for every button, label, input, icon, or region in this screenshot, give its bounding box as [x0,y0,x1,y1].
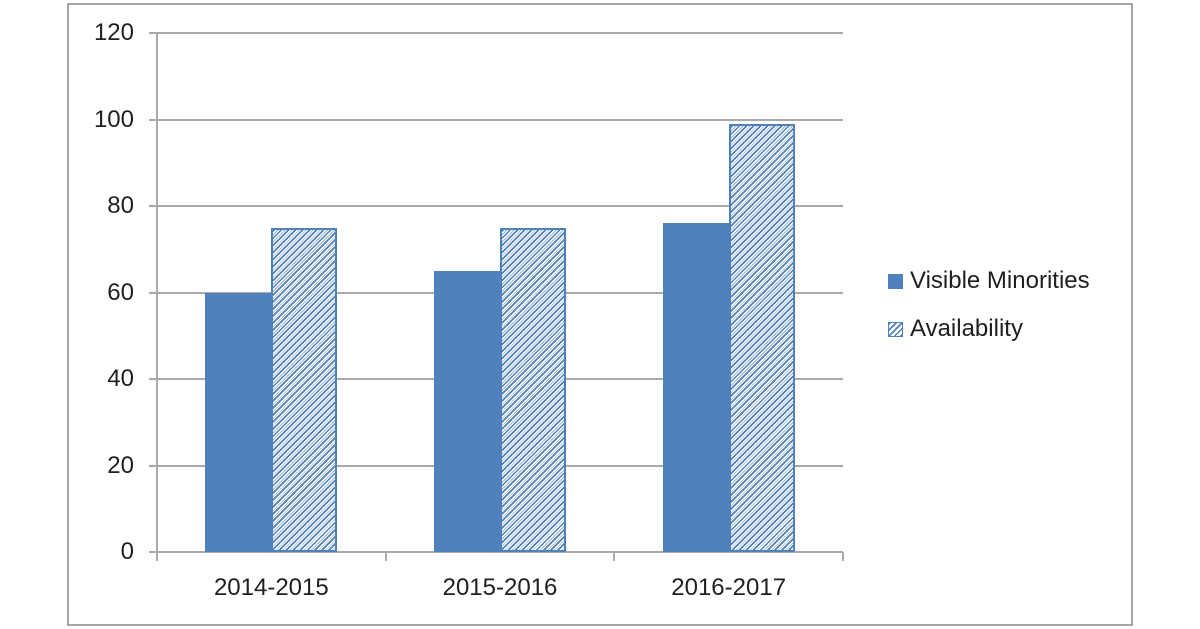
solid-square-icon [888,273,903,289]
y-axis-line [156,33,158,561]
y-axis-label-40: 40 [107,365,134,392]
bar-availability-2016-2017 [728,123,795,552]
y-tick-40 [149,378,158,380]
bar-visible-minorities-2014-2015 [205,292,272,552]
x-axis-line [157,551,843,553]
gridline-80 [157,205,843,207]
hatched-square-icon [888,321,903,337]
y-tick-60 [149,291,158,294]
y-axis-label-60: 60 [107,278,134,306]
legend-item-visible-minorities: Visible Minorities [888,267,1090,295]
y-axis-label-20: 20 [107,451,134,479]
bar-visible-minorities-2016-2017 [662,223,729,552]
y-tick-100 [149,118,158,121]
bar-availability-2015-2016 [500,227,566,552]
y-axis-label-120: 120 [93,19,134,46]
gridline-100 [157,118,843,121]
x-axis-label-2015-2016: 2015-2016 [442,574,558,601]
legend: Visible Minorities Availability [888,267,1090,363]
y-axis-label-80: 80 [107,192,134,219]
y-tick-80 [149,205,158,207]
x-tick-1 [384,552,387,561]
x-tick-2 [613,552,616,561]
bar-availability-2014-2015 [271,227,338,552]
y-axis-label-0: 0 [120,538,134,565]
bar-visible-minorities-2015-2016 [434,270,500,552]
legend-item-availability: Availability [888,315,1090,343]
x-axis-label-2016-2017: 2016-2017 [671,574,787,601]
y-tick-120 [149,32,158,34]
chart-frame: 0 20 40 60 80 100 120 2014-2015 2015-2016 2016-20… [67,3,1133,626]
x-axis-label-2014-2015: 2014-2015 [213,574,329,601]
x-tick-0 [156,552,158,561]
y-axis-label-100: 100 [93,105,134,133]
y-tick-0 [149,551,158,553]
legend-label-availability: Availability [910,315,1023,342]
y-tick-20 [149,464,158,467]
legend-label-visible-minorities: Visible Minorities [910,267,1090,294]
x-tick-3 [842,552,844,561]
gridline-120 [157,32,843,34]
